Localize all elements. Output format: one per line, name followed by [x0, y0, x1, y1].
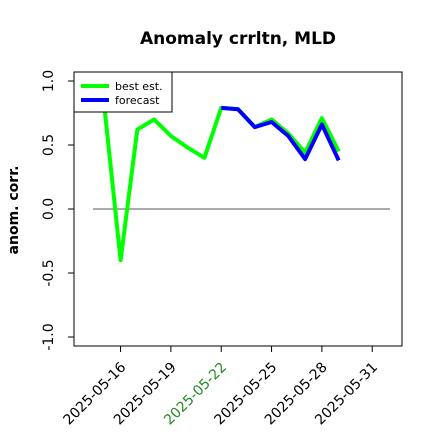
y-tick-label: 0.5: [41, 134, 57, 156]
x-axis: 2025-05-162025-05-192025-05-222025-05-25…: [61, 346, 381, 428]
y-axis: -1.0 -0.5 0.0 0.5 1.0: [41, 70, 74, 351]
legend-label-forecast: forecast: [115, 94, 160, 107]
y-tick-label: 1.0: [41, 70, 57, 92]
y-axis-label: anom. corr.: [6, 166, 22, 255]
series-layer: [101, 101, 341, 263]
series-line-forecast: [221, 105, 341, 162]
y-tick-label: -0.5: [41, 259, 57, 286]
legend-label-best-est: best est.: [115, 80, 163, 93]
y-tick-label: 0.0: [41, 198, 57, 220]
series-line-best-est: [101, 101, 341, 263]
legend-box: [73, 71, 173, 113]
chart-title: Anomaly crrltn, MLD: [140, 29, 336, 49]
legend: best est. forecast: [73, 71, 173, 113]
y-tick-label: -1.0: [41, 323, 57, 350]
